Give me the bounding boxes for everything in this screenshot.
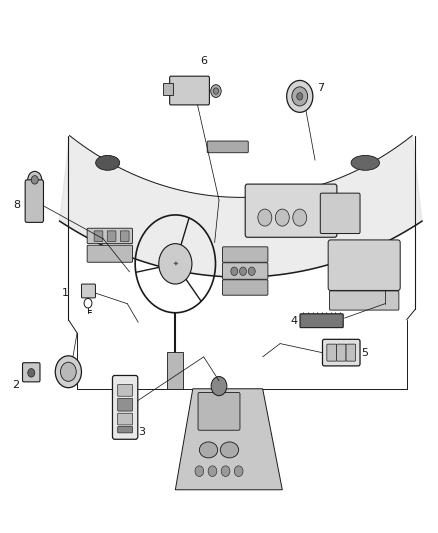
FancyBboxPatch shape: [118, 398, 133, 411]
Circle shape: [287, 80, 313, 112]
Circle shape: [60, 362, 76, 381]
Circle shape: [31, 175, 38, 184]
Text: 3: 3: [138, 426, 145, 437]
Text: 6: 6: [200, 55, 207, 66]
Circle shape: [292, 87, 307, 106]
Text: 8: 8: [13, 200, 20, 211]
FancyBboxPatch shape: [87, 228, 133, 244]
FancyBboxPatch shape: [120, 231, 129, 241]
FancyBboxPatch shape: [329, 291, 399, 310]
Circle shape: [211, 85, 221, 98]
FancyBboxPatch shape: [22, 363, 40, 382]
Circle shape: [276, 209, 289, 226]
FancyBboxPatch shape: [113, 375, 138, 439]
Text: ✦: ✦: [173, 261, 178, 267]
FancyBboxPatch shape: [245, 184, 337, 237]
Text: 2: 2: [12, 379, 19, 390]
FancyBboxPatch shape: [118, 413, 133, 425]
Circle shape: [240, 267, 247, 276]
Polygon shape: [175, 389, 283, 490]
Ellipse shape: [351, 156, 379, 170]
Bar: [167, 352, 183, 389]
Circle shape: [55, 356, 81, 387]
FancyBboxPatch shape: [223, 263, 268, 279]
Text: 1: 1: [61, 288, 68, 298]
Circle shape: [211, 376, 227, 395]
Circle shape: [159, 244, 192, 284]
FancyBboxPatch shape: [300, 314, 343, 328]
Ellipse shape: [199, 442, 218, 458]
Circle shape: [221, 466, 230, 477]
FancyBboxPatch shape: [107, 231, 116, 241]
Ellipse shape: [220, 442, 239, 458]
Ellipse shape: [95, 156, 120, 170]
Text: 5: 5: [361, 348, 368, 358]
Polygon shape: [60, 135, 422, 277]
FancyBboxPatch shape: [223, 247, 268, 262]
FancyBboxPatch shape: [328, 240, 400, 290]
Text: 7: 7: [317, 83, 325, 93]
FancyBboxPatch shape: [327, 344, 336, 361]
FancyBboxPatch shape: [320, 193, 360, 233]
FancyBboxPatch shape: [198, 392, 240, 430]
Circle shape: [231, 267, 238, 276]
Circle shape: [28, 171, 42, 188]
FancyBboxPatch shape: [94, 231, 103, 241]
Circle shape: [248, 267, 255, 276]
FancyBboxPatch shape: [322, 340, 360, 366]
Circle shape: [208, 466, 217, 477]
Circle shape: [297, 93, 303, 100]
Circle shape: [258, 209, 272, 226]
Circle shape: [293, 209, 307, 226]
Text: 4: 4: [290, 316, 297, 326]
Circle shape: [28, 368, 35, 377]
FancyBboxPatch shape: [25, 180, 43, 222]
FancyBboxPatch shape: [170, 76, 209, 105]
FancyBboxPatch shape: [223, 280, 268, 295]
FancyBboxPatch shape: [207, 141, 248, 153]
FancyBboxPatch shape: [118, 384, 133, 396]
FancyBboxPatch shape: [118, 426, 133, 433]
FancyBboxPatch shape: [346, 344, 356, 361]
Circle shape: [213, 88, 219, 94]
Circle shape: [195, 466, 204, 477]
FancyBboxPatch shape: [81, 284, 95, 298]
Bar: [163, 83, 173, 95]
Circle shape: [234, 466, 243, 477]
FancyBboxPatch shape: [87, 245, 133, 262]
FancyBboxPatch shape: [336, 344, 346, 361]
